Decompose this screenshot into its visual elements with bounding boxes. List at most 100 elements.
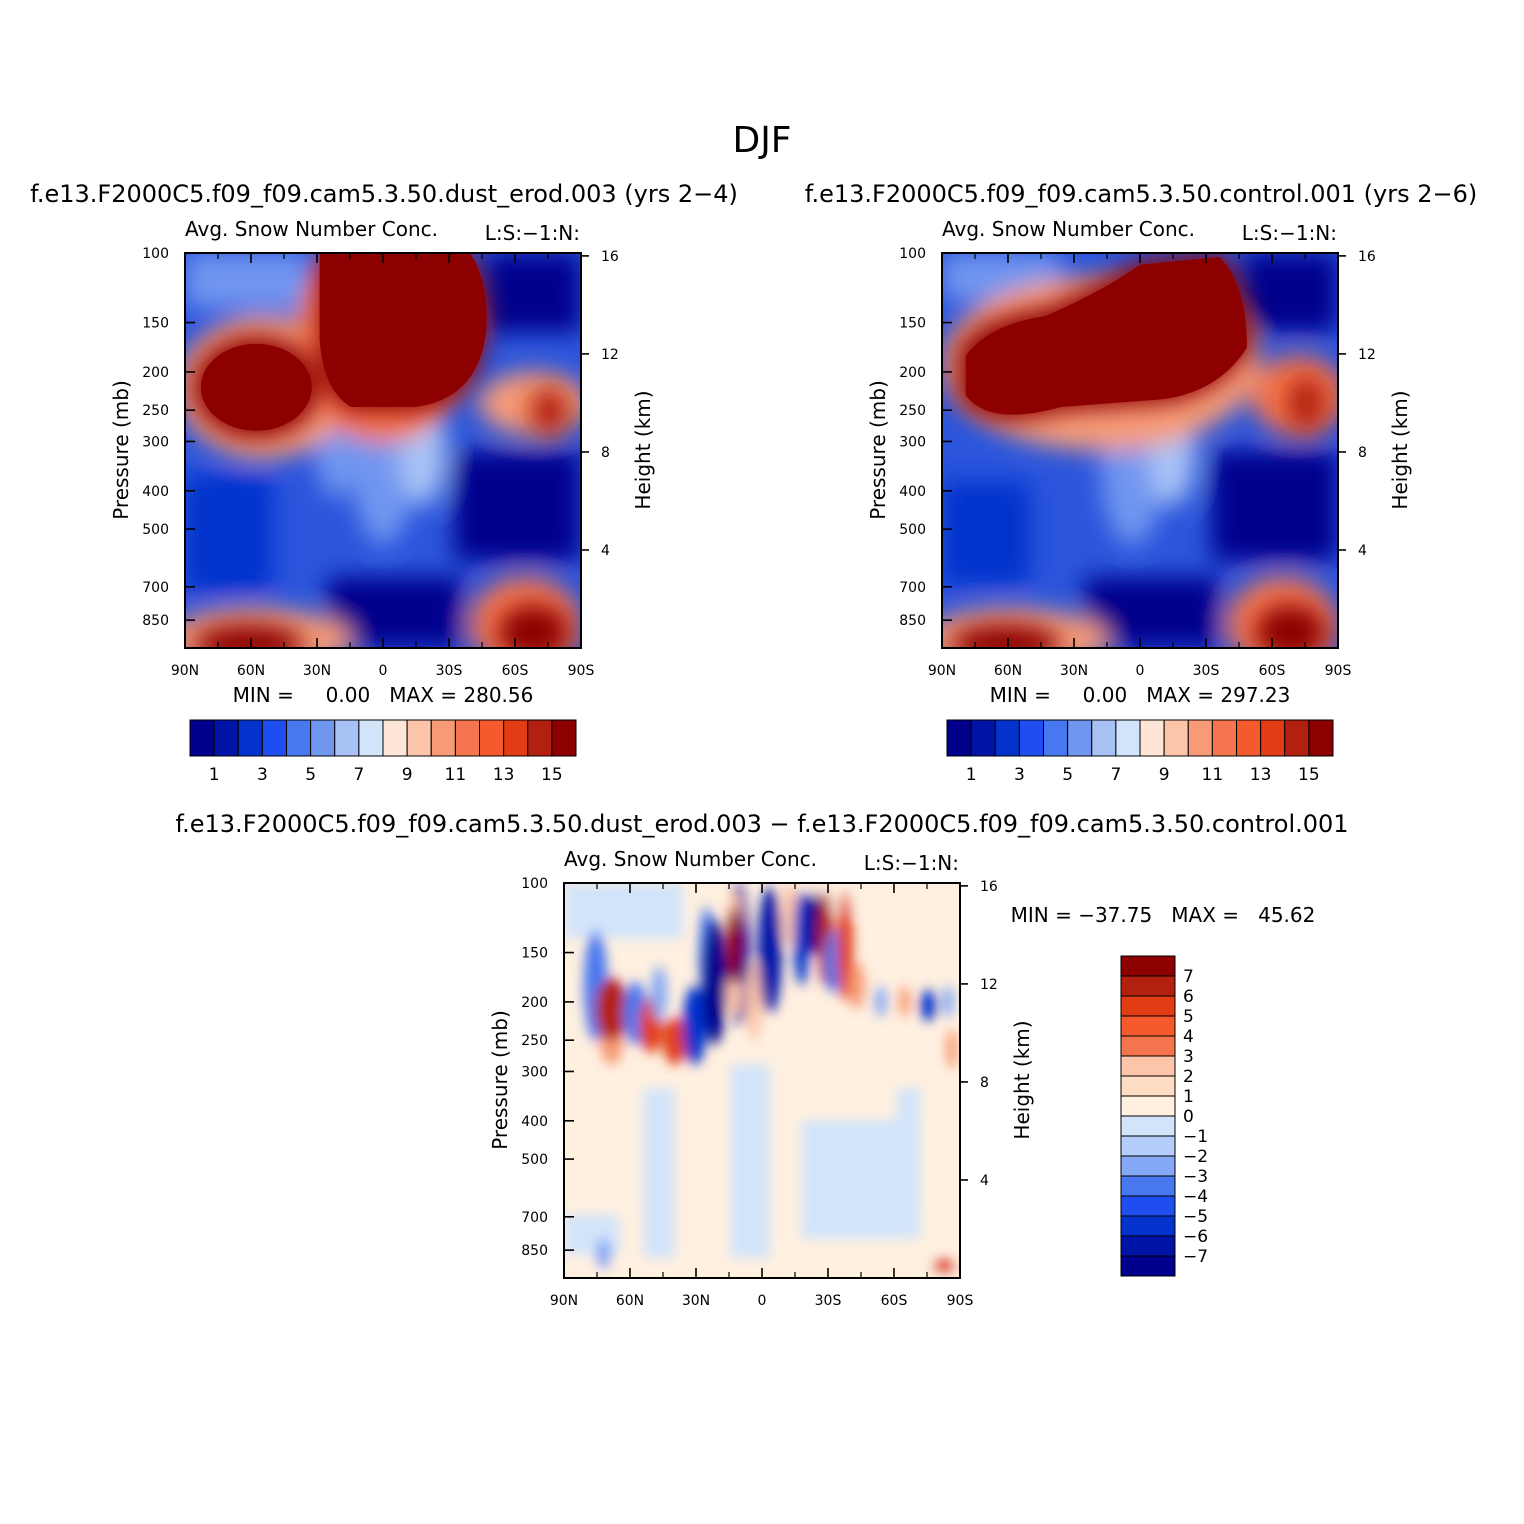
colorbar-label: 11	[445, 765, 467, 785]
panel-1-ylabel: Pressure (mb)	[109, 380, 133, 520]
y-tick-label: 300	[899, 434, 926, 450]
colorbar-box	[1284, 719, 1310, 757]
panel-3-plot-area	[564, 883, 960, 1278]
colorbar-label: 5	[1183, 1007, 1194, 1027]
colorbar-label: 7	[1110, 765, 1121, 785]
colorbar-box	[970, 719, 996, 757]
colorbar-box	[1187, 719, 1213, 757]
colorbar-label: 13	[493, 765, 515, 785]
x-tick-label: 30N	[303, 663, 331, 679]
y-tick-label: 850	[521, 1243, 548, 1259]
y-tick-label: 150	[142, 316, 169, 332]
y-tick-label: 400	[142, 484, 169, 500]
colorbar-label: 0	[1183, 1107, 1194, 1127]
colorbar-box	[1120, 1235, 1176, 1257]
colorbar-box	[1120, 1135, 1176, 1157]
colorbar-box	[1120, 975, 1176, 997]
height-tick-label: 4	[601, 543, 610, 559]
panel-2-min-max: MIN = 0.00 MAX = 297.23	[990, 683, 1291, 707]
colorbar-label: 4	[1183, 1027, 1194, 1047]
colorbar-label: 11	[1202, 765, 1224, 785]
colorbar-box	[213, 719, 239, 757]
y-tick-label: 850	[142, 613, 169, 629]
y-tick-label: 700	[521, 1210, 548, 1226]
panel-2-plot-area	[942, 253, 1338, 648]
x-tick-label: 90S	[1325, 663, 1352, 679]
colorbar-label: −2	[1183, 1147, 1208, 1167]
y-tick-label: 500	[142, 522, 169, 538]
x-tick-label: 0	[758, 1293, 767, 1309]
y-tick-label: 400	[521, 1114, 548, 1130]
x-tick-label: 60N	[616, 1293, 644, 1309]
x-tick-label: 90N	[171, 663, 199, 679]
y-tick-label: 150	[521, 946, 548, 962]
y-tick-label: 200	[142, 365, 169, 381]
colorbar-box	[1163, 719, 1189, 757]
colorbar-label: 15	[541, 765, 563, 785]
panel-2-colorbar: 1 3 5 7 9 11 13 15	[946, 719, 1334, 785]
panel-2-ylabel: Pressure (mb)	[866, 380, 890, 520]
colorbar-label: −7	[1183, 1247, 1208, 1267]
y-tick-label: 700	[899, 580, 926, 596]
colorbar-label: 13	[1250, 765, 1272, 785]
colorbar-label: 2	[1183, 1067, 1194, 1087]
panel-1-colorbar: 1 3 5 7 9 11 13 15	[189, 719, 577, 785]
colorbar-box	[527, 719, 553, 757]
colorbar-box	[406, 719, 432, 757]
colorbar-box	[1018, 719, 1044, 757]
colorbar-label: −3	[1183, 1167, 1208, 1187]
panel-1-plot-area	[185, 253, 581, 648]
colorbar-label: −1	[1183, 1127, 1208, 1147]
colorbar-box	[1308, 719, 1334, 757]
colorbar-box	[237, 719, 263, 757]
colorbar-box	[503, 719, 529, 757]
colorbar-label: 9	[1159, 765, 1170, 785]
colorbar-box	[1120, 1055, 1176, 1077]
x-tick-label: 30S	[815, 1293, 842, 1309]
y-tick-label: 300	[142, 434, 169, 450]
colorbar-label: 3	[257, 765, 268, 785]
height-tick-label: 8	[980, 1075, 989, 1091]
height-tick-label: 16	[1358, 249, 1376, 265]
colorbar-box	[1067, 719, 1093, 757]
x-tick-label: 30S	[1193, 663, 1220, 679]
y-tick-label: 500	[521, 1152, 548, 1168]
colorbar-box	[189, 719, 215, 757]
colorbar-box	[358, 719, 384, 757]
colorbar-box	[1120, 1075, 1176, 1097]
colorbar-label: 1	[966, 765, 977, 785]
x-tick-label: 60S	[881, 1293, 908, 1309]
y-tick-label: 300	[521, 1064, 548, 1080]
colorbar-label: 3	[1014, 765, 1025, 785]
panel-3-ylabel-right: Height (km)	[1010, 1020, 1034, 1139]
colorbar-box	[1120, 1115, 1176, 1137]
colorbar-box	[1260, 719, 1286, 757]
x-tick-label: 90N	[550, 1293, 578, 1309]
colorbar-box	[430, 719, 456, 757]
height-tick-label: 16	[980, 879, 998, 895]
panel-control: f.e13.F2000C5.f09_f09.cam5.3.50.control.…	[805, 180, 1478, 785]
y-tick-label: 850	[899, 613, 926, 629]
colorbar-box	[286, 719, 312, 757]
x-tick-label: 60S	[502, 663, 529, 679]
colorbar-box	[1236, 719, 1262, 757]
y-tick-label: 100	[521, 876, 548, 892]
colorbar-label: −6	[1183, 1227, 1208, 1247]
panel-1-min-max: MIN = 0.00 MAX = 280.56	[233, 683, 534, 707]
colorbar-label: 6	[1183, 987, 1194, 1007]
panel-1-right-string: L:S:−1:N:	[485, 221, 580, 245]
panel-2-subtitle: Avg. Snow Number Conc.	[942, 217, 1195, 241]
colorbar-box	[1115, 719, 1141, 757]
colorbar-box	[994, 719, 1020, 757]
colorbar-box	[1120, 1175, 1176, 1197]
panel-2-axes: 90N 60N 30N 0 30S 60S 90S 100 150 200 250 300 400 500…	[899, 246, 1376, 679]
x-tick-label: 30N	[682, 1293, 710, 1309]
x-tick-label: 60N	[237, 663, 265, 679]
y-tick-label: 150	[899, 316, 926, 332]
x-tick-label: 0	[379, 663, 388, 679]
panel-3-subtitle: Avg. Snow Number Conc.	[564, 847, 817, 871]
y-tick-label: 250	[521, 1033, 548, 1049]
panel-1-case-title: f.e13.F2000C5.f09_f09.cam5.3.50.dust_ero…	[30, 180, 738, 208]
panel-2-case-title: f.e13.F2000C5.f09_f09.cam5.3.50.control.…	[805, 180, 1478, 208]
